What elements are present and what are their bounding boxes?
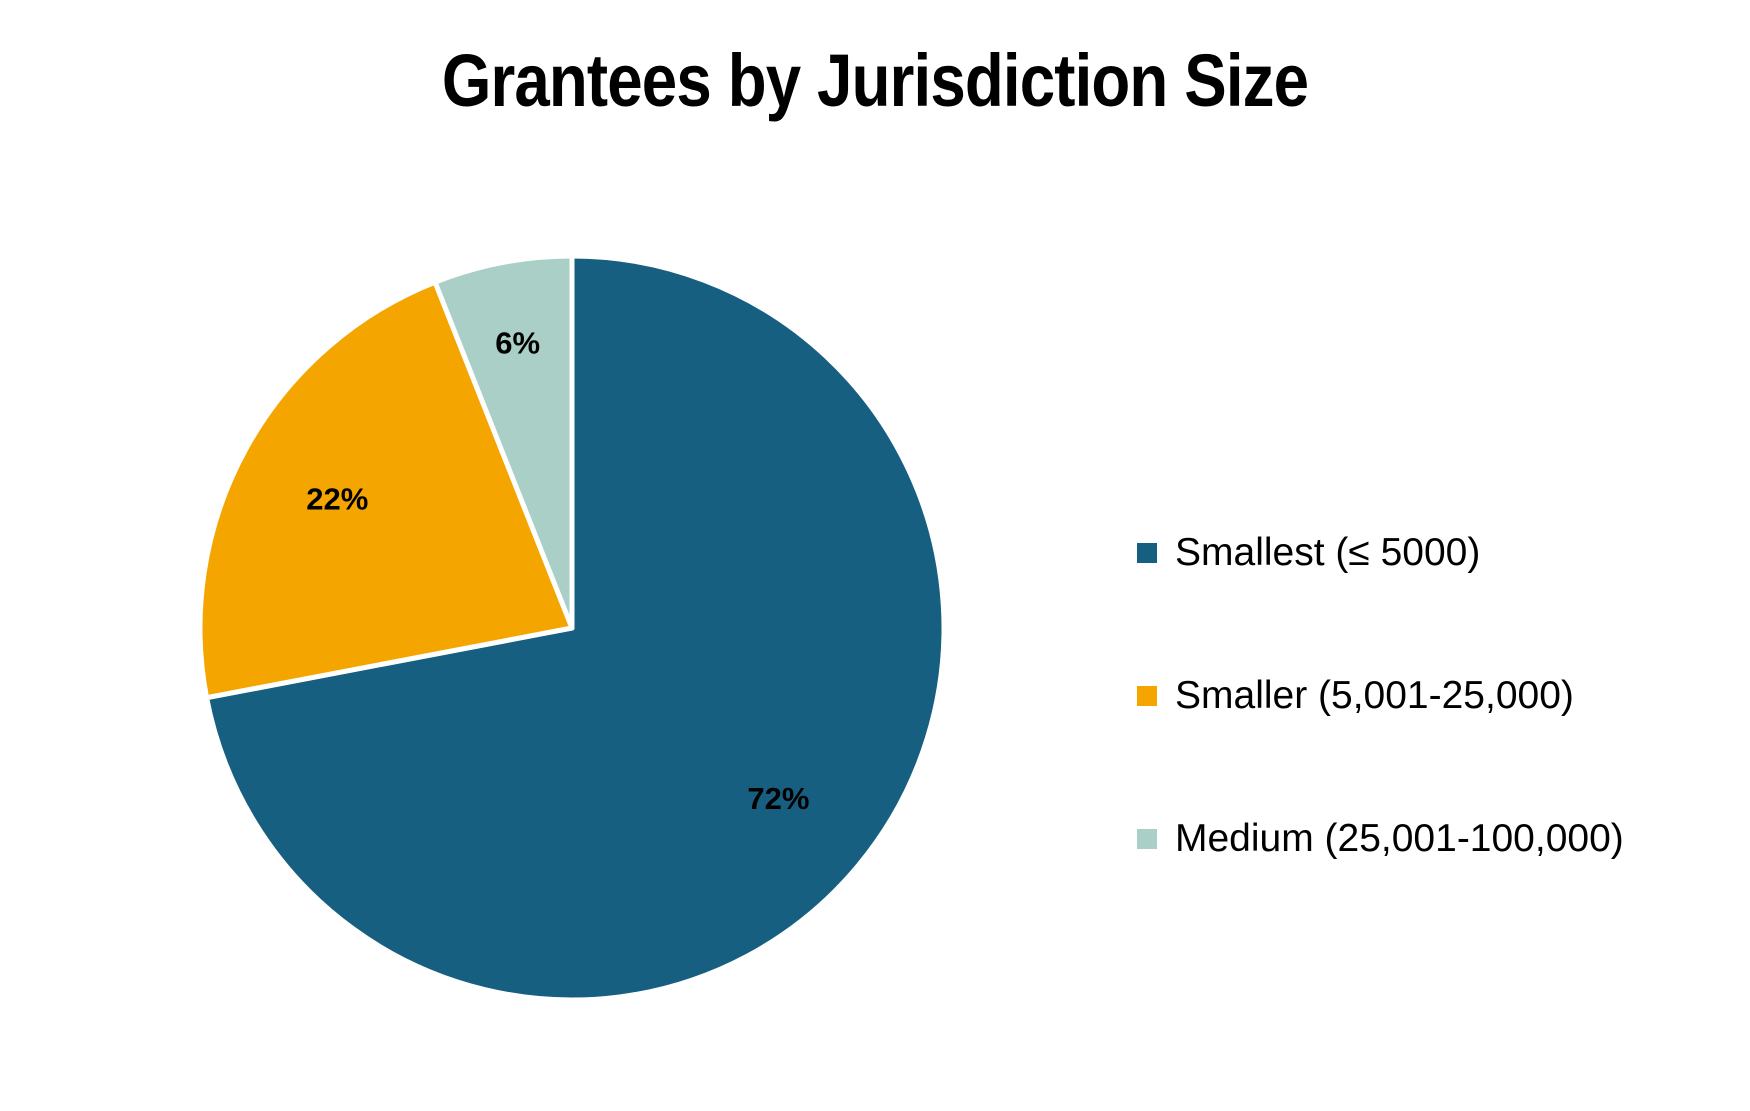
legend-item-medium: Medium (25,001-100,000) bbox=[1137, 814, 1624, 864]
data-label-smallest: 72% bbox=[747, 781, 809, 816]
legend-label: Medium (25,001-100,000) bbox=[1175, 817, 1624, 860]
pie-data-labels: 72% 22% 6% bbox=[306, 325, 809, 816]
data-label-medium: 6% bbox=[495, 325, 540, 360]
legend-item-smallest: Smallest (≤ 5000) bbox=[1137, 528, 1480, 578]
data-label-smaller: 22% bbox=[306, 481, 368, 516]
pie-slices bbox=[197, 253, 947, 1003]
legend-swatch bbox=[1137, 686, 1157, 706]
pie-slice-smallest bbox=[204, 253, 947, 1003]
legend-item-smaller: Smaller (5,001-25,000) bbox=[1137, 671, 1574, 721]
legend-swatch bbox=[1137, 829, 1157, 849]
legend-label: Smallest (≤ 5000) bbox=[1175, 531, 1481, 574]
pie-slice-medium bbox=[432, 253, 575, 631]
legend-swatch bbox=[1137, 543, 1157, 563]
pie-slice-smaller bbox=[197, 279, 575, 701]
chart-title: Grantees by Jurisdiction Size bbox=[441, 39, 1309, 122]
legend-label: Smaller (5,001-25,000) bbox=[1175, 674, 1574, 717]
